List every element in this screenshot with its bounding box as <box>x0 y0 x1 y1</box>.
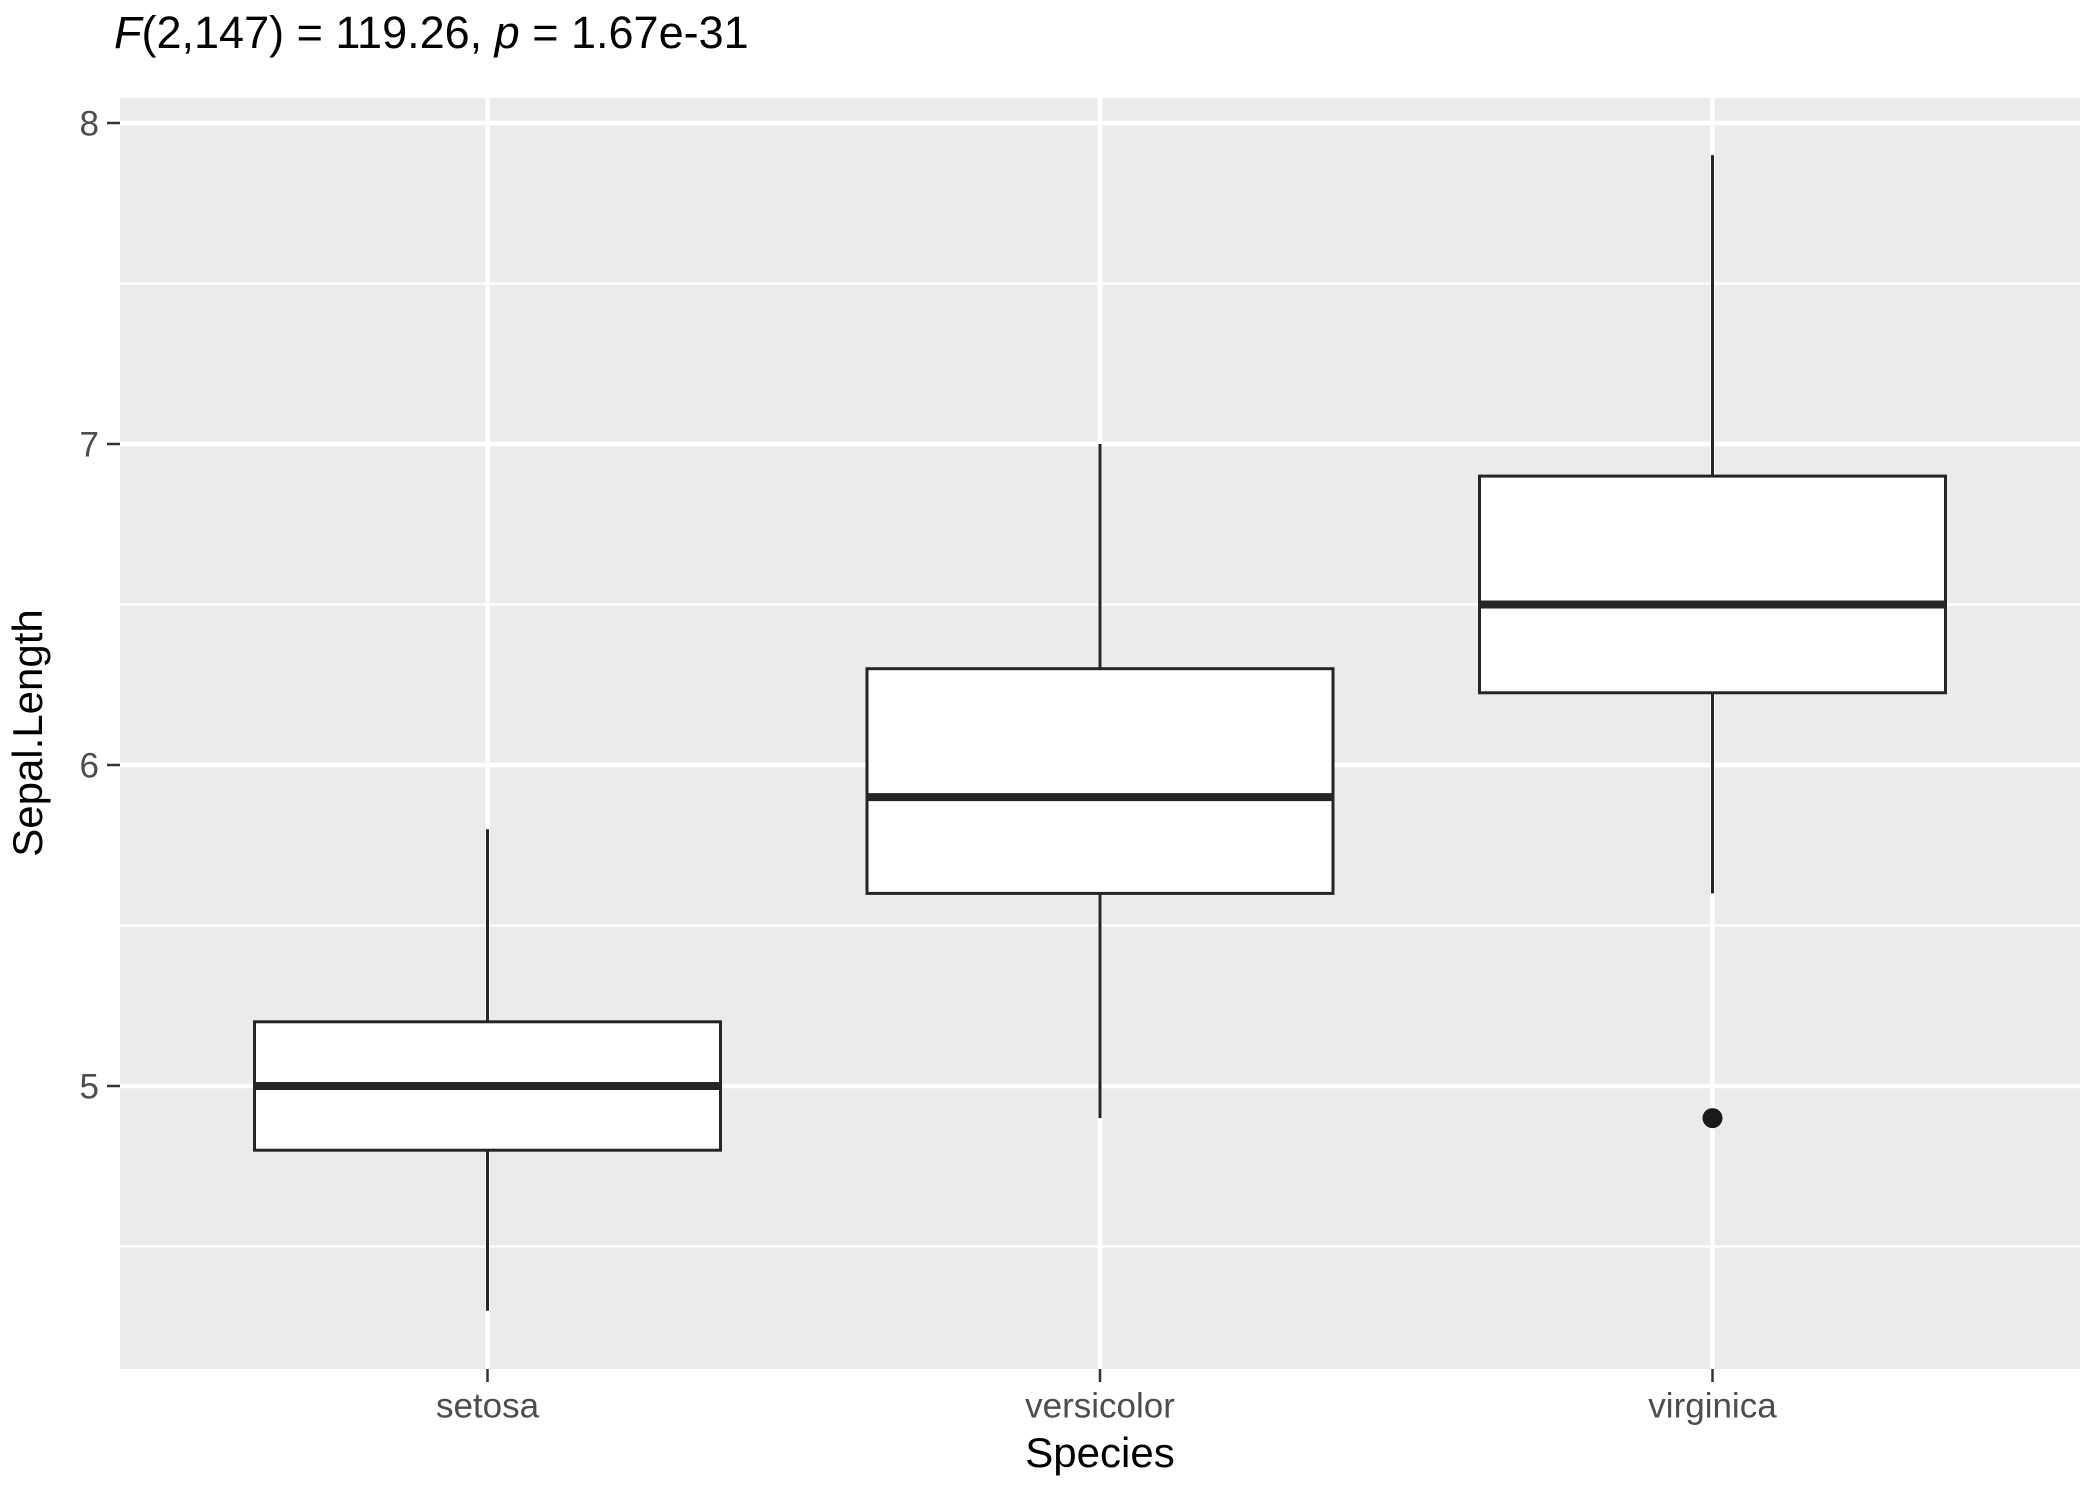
axis-ticks <box>107 121 1714 1382</box>
x-tick-label: versicolor <box>1025 1386 1175 1425</box>
boxplot-versicolor <box>865 444 1335 1119</box>
plot-subtitle: F(2,147) = 119.26, p = 1.67e-31 <box>114 6 749 60</box>
boxplots <box>253 155 1947 1311</box>
y-tick-label: 8 <box>80 104 99 143</box>
x-tick-label: virginica <box>1648 1386 1777 1425</box>
x-tick-label: setosa <box>436 1386 540 1425</box>
boxplot-setosa <box>253 829 722 1311</box>
subtitle-text: = 1.67e-31 <box>519 7 749 58</box>
subtitle-stat-symbol: p <box>494 7 520 58</box>
y-axis-title: Sepal.Length <box>4 609 51 857</box>
subtitle-stat-symbol: F <box>114 7 142 58</box>
subtitle-text: (2,147) = 119.26, <box>141 7 495 58</box>
y-tick-label: 6 <box>80 746 99 785</box>
y-tick-label: 7 <box>80 425 99 464</box>
boxplot-virginica <box>1478 155 1947 1129</box>
box-iqr <box>865 667 1335 895</box>
x-axis-title: Species <box>1025 1429 1174 1476</box>
box-iqr <box>1478 474 1947 695</box>
outlier-point <box>1702 1108 1723 1129</box>
y-tick-label: 5 <box>80 1067 99 1106</box>
axis-tick-labels: 5 6 7 8 setosa versicolor virginica <box>80 104 1778 1425</box>
